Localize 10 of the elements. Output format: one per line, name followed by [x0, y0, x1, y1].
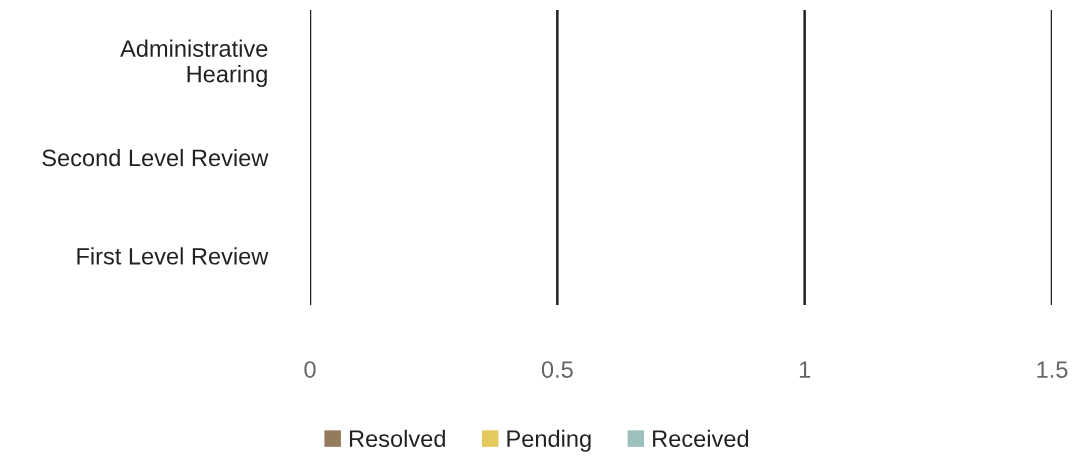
y-tick-label: Second Level Review [42, 148, 269, 167]
y-tick-label: Administrative Hearing [120, 39, 268, 88]
y-tick-label: First Level Review [77, 247, 269, 265]
legend-label: Resolved [349, 429, 445, 448]
x-tick-label: 1 [799, 361, 811, 378]
x-tick-label: 0.5 [541, 361, 573, 378]
legend-label: Pending [507, 429, 591, 452]
legend-label: Received [653, 429, 749, 448]
x-tick-label: 0 [304, 361, 316, 378]
x-tick-label: 1.5 [1037, 361, 1068, 378]
